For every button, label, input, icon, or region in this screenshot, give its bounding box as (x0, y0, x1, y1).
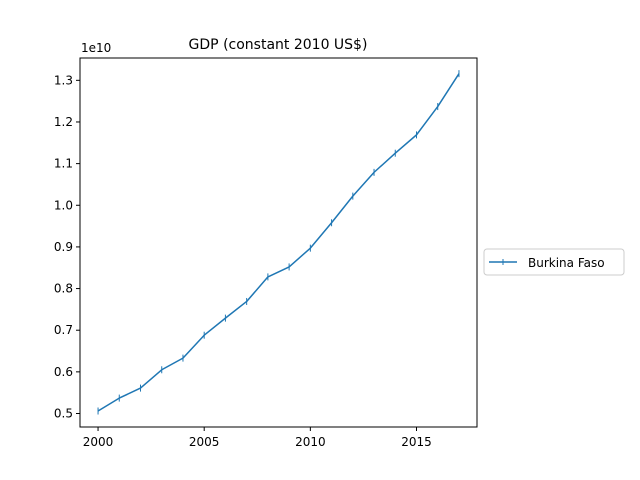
x-tick-label: 2010 (295, 435, 326, 449)
legend-label-burkina-faso: Burkina Faso (528, 256, 605, 270)
chart-title: GDP (constant 2010 US$) (189, 37, 368, 53)
plot-series (97, 70, 460, 415)
y-tick-label: 0.7 (54, 323, 73, 337)
plot-area-frame (79, 57, 478, 428)
x-tick-label: 2015 (401, 435, 432, 449)
y-tick-label: 1.3 (54, 73, 73, 87)
y-tick-label: 1.0 (54, 198, 73, 212)
y-tick-label: 0.8 (54, 282, 73, 296)
legend: Burkina Faso (483, 248, 625, 276)
series-line-0 (97, 73, 460, 412)
y-offset-label: 1e10 (81, 41, 111, 55)
y-tick-label: 0.6 (54, 365, 73, 379)
legend-box (483, 248, 625, 276)
y-tick-label: 0.9 (54, 240, 73, 254)
y-axis: 0.5 0.6 0.7 0.8 0.9 1.0 1.1 1.2 1.3 (54, 73, 80, 421)
x-tick-label: 2000 (83, 435, 114, 449)
y-tick-label: 1.1 (54, 157, 73, 171)
y-tick-label: 0.5 (54, 407, 73, 421)
x-tick-label: 2005 (189, 435, 220, 449)
y-tick-label: 1.2 (54, 115, 73, 129)
x-axis: 2000 2005 2010 2015 (83, 427, 432, 449)
